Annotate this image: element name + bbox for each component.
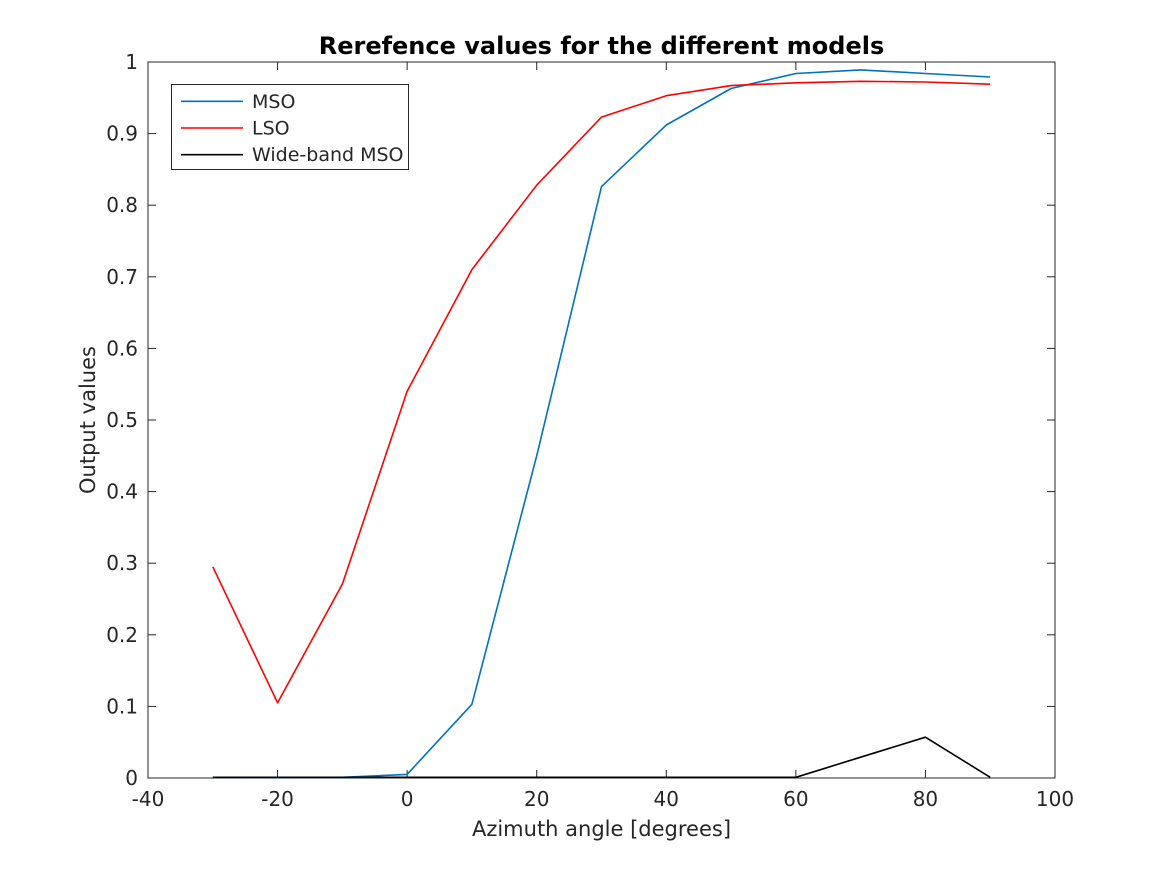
x-tick-label: 40 bbox=[654, 787, 679, 811]
y-tick-label: 0.3 bbox=[106, 551, 138, 575]
x-axis-label: Azimuth angle [degrees] bbox=[472, 817, 731, 841]
legend-label: MSO bbox=[252, 91, 295, 113]
legend: MSO LSO Wide-band MSO bbox=[171, 84, 409, 170]
legend-label: LSO bbox=[252, 118, 290, 140]
y-tick-label: 0 bbox=[125, 766, 138, 790]
x-tick-label: 0 bbox=[401, 787, 414, 811]
y-tick-label: 0.6 bbox=[106, 336, 138, 360]
y-tick-label: 0.1 bbox=[106, 694, 138, 718]
y-tick-label: 0.7 bbox=[106, 265, 138, 289]
series-line-wide-band-mso bbox=[212, 736, 991, 779]
y-axis-label: Output values bbox=[76, 346, 100, 494]
x-tick-label: -40 bbox=[132, 787, 165, 811]
y-tick-label: 0.8 bbox=[106, 193, 138, 217]
y-tick-label: 0.2 bbox=[106, 623, 138, 647]
x-tick-label: 20 bbox=[524, 787, 549, 811]
x-tick-label: 100 bbox=[1036, 787, 1074, 811]
chart-title: Rerefence values for the different model… bbox=[319, 32, 885, 60]
y-tick-label: 1 bbox=[125, 50, 138, 74]
y-tick-label: 0.5 bbox=[106, 408, 138, 432]
plot-border bbox=[147, 61, 1056, 779]
series-line-lso bbox=[212, 80, 991, 704]
y-tick-label: 0.9 bbox=[106, 122, 138, 146]
y-tick-label: 0.4 bbox=[106, 480, 138, 504]
x-tick-label: 80 bbox=[913, 787, 938, 811]
x-tick-label: -20 bbox=[261, 787, 294, 811]
x-tick-label: 60 bbox=[783, 787, 808, 811]
legend-label: Wide-band MSO bbox=[252, 144, 404, 166]
